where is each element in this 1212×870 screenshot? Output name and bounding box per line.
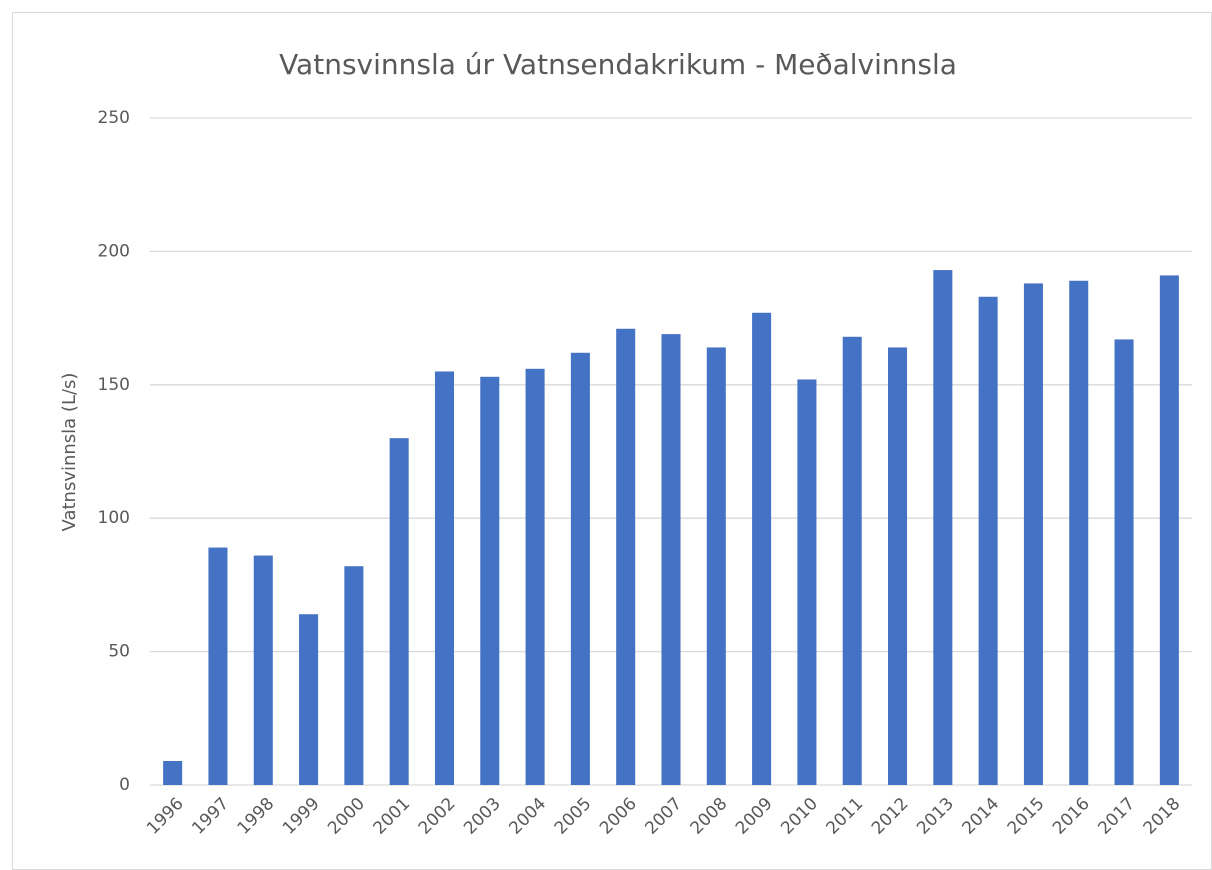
bar [1159,275,1179,785]
bar [978,296,998,785]
y-tick-label: 200 [98,241,130,261]
bar [525,368,545,785]
bar [163,760,183,785]
bar [344,566,364,785]
y-tick-label: 150 [98,375,130,395]
bar [434,371,454,785]
bar [1114,339,1134,785]
bar [299,614,319,785]
y-tick-label: 250 [98,108,130,128]
chart-title: Vatnsvinnsla úr Vatnsendakrikum - Meðalv… [279,48,957,81]
y-tick-label: 0 [119,775,130,795]
bar [1069,280,1089,785]
bar [389,438,409,785]
bar [570,352,590,785]
bar [706,347,726,785]
bar [933,270,953,785]
y-tick-label: 50 [108,642,130,662]
bar [253,555,273,785]
bar [661,334,681,785]
bar [1023,283,1043,785]
y-axis-label: Vatnsvinnsla (L/s) [59,373,80,532]
bar [208,547,228,785]
bar [616,328,636,785]
bar [888,347,908,785]
bar [752,312,772,785]
y-tick-label: 100 [98,508,130,528]
bar [797,379,817,785]
bar [480,376,500,785]
bar [842,336,862,785]
